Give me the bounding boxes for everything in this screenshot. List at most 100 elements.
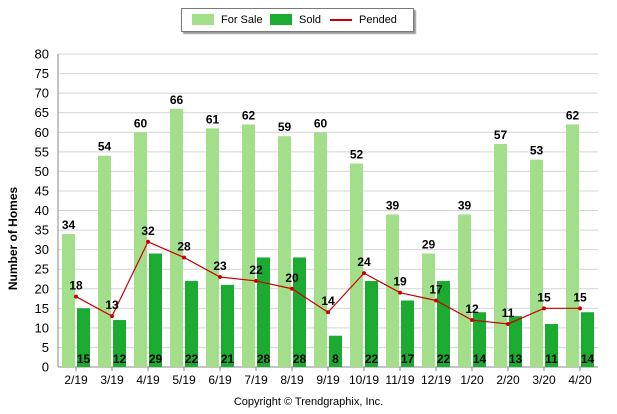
legend: For Sale Sold Pended	[181, 8, 414, 32]
data-label-for-sale: 66	[170, 93, 184, 107]
x-tick-label: 12/19	[421, 373, 451, 387]
data-label-pended: 11	[502, 306, 515, 320]
bar-for-sale	[494, 143, 507, 367]
bar-sold	[329, 335, 342, 367]
bar-for-sale	[458, 214, 471, 367]
legend-swatch-for-sale	[192, 14, 214, 25]
data-label-sold: 8	[332, 352, 339, 366]
data-label-sold: 12	[113, 352, 127, 366]
point-pended	[398, 290, 402, 295]
bar-for-sale	[98, 155, 111, 367]
bar-for-sale	[386, 214, 399, 367]
data-label-pended: 19	[393, 275, 407, 289]
point-pended	[254, 278, 258, 283]
point-pended	[542, 306, 546, 311]
bar-for-sale	[530, 159, 543, 367]
y-tick-label: 0	[42, 360, 49, 375]
data-label-sold: 11	[545, 352, 558, 366]
bar-for-sale	[350, 163, 363, 367]
x-tick-label: 4/19	[136, 373, 160, 387]
data-label-for-sale: 39	[458, 198, 472, 212]
legend-swatch-sold	[270, 14, 292, 25]
x-tick-label: 2/20	[496, 373, 520, 387]
point-pended	[578, 306, 582, 311]
data-label-pended: 12	[465, 302, 479, 316]
data-label-pended: 15	[573, 290, 587, 304]
data-label-for-sale: 62	[242, 108, 256, 122]
y-tick-label: 75	[35, 66, 49, 81]
bar-sold	[293, 257, 306, 367]
point-pended	[182, 255, 186, 260]
bar-sold	[77, 308, 90, 367]
y-tick-label: 15	[35, 301, 49, 316]
point-pended	[218, 275, 222, 280]
data-label-pended: 14	[321, 294, 335, 308]
data-label-sold: 22	[365, 352, 379, 366]
point-pended	[506, 321, 510, 326]
y-tick-label: 20	[35, 281, 49, 296]
data-label-sold: 13	[509, 352, 523, 366]
data-label-sold: 15	[77, 352, 91, 366]
bar-for-sale	[422, 253, 435, 367]
data-label-pended: 20	[285, 271, 299, 285]
data-label-for-sale: 52	[350, 148, 364, 162]
y-tick-label: 30	[35, 242, 49, 257]
bar-sold	[113, 320, 126, 367]
data-label-for-sale: 60	[134, 116, 148, 130]
bar-for-sale	[566, 124, 579, 367]
x-tick-label: 8/19	[280, 373, 304, 387]
data-label-for-sale: 39	[386, 198, 400, 212]
x-tick-label: 4/20	[568, 373, 592, 387]
data-label-for-sale: 29	[422, 238, 436, 252]
y-tick-label: 80	[35, 47, 49, 62]
data-label-sold: 29	[149, 352, 163, 366]
y-tick-label: 70	[35, 86, 49, 101]
data-label-for-sale: 53	[530, 144, 544, 158]
data-label-sold: 14	[473, 352, 487, 366]
data-label-for-sale: 62	[566, 108, 580, 122]
bar-sold	[401, 300, 414, 367]
data-label-pended: 22	[249, 263, 263, 277]
x-tick-label: 9/19	[316, 373, 340, 387]
bar-for-sale	[314, 132, 327, 367]
x-tick-label: 3/19	[100, 373, 124, 387]
bar-sold	[473, 312, 486, 367]
data-label-for-sale: 60	[314, 116, 328, 130]
y-tick-label: 35	[35, 223, 49, 238]
legend-label-sold: Sold	[299, 14, 322, 26]
y-tick-label: 60	[35, 125, 49, 140]
x-tick-label: 5/19	[172, 373, 196, 387]
point-pended	[146, 239, 150, 244]
y-tick-label: 65	[35, 105, 49, 120]
point-pended	[74, 294, 78, 299]
data-label-pended: 32	[141, 224, 155, 238]
point-pended	[110, 314, 114, 319]
x-tick-label: 10/19	[349, 373, 379, 387]
legend-swatch-pended	[330, 19, 352, 21]
legend-label-for-sale: For Sale	[221, 14, 263, 26]
data-label-for-sale: 59	[278, 120, 292, 134]
y-tick-label: 10	[35, 320, 49, 335]
data-label-for-sale: 34	[62, 218, 76, 232]
bar-sold	[581, 312, 594, 367]
data-label-pended: 23	[213, 259, 227, 273]
y-tick-label: 40	[35, 203, 49, 218]
y-tick-label: 45	[35, 183, 49, 198]
data-label-pended: 24	[357, 255, 371, 269]
data-label-pended: 15	[537, 290, 551, 304]
bar-for-sale	[278, 136, 291, 367]
copyright: Copyright © Trendgraphix, Inc.	[233, 396, 384, 408]
point-pended	[326, 310, 330, 315]
data-label-pended: 18	[69, 279, 83, 293]
bar-for-sale	[62, 233, 75, 367]
y-tick-label: 55	[35, 144, 49, 159]
data-label-for-sale: 54	[98, 140, 112, 154]
legend-label-pended: Pended	[359, 14, 397, 26]
bar-for-sale	[206, 128, 219, 367]
point-pended	[470, 318, 474, 323]
data-label-for-sale: 57	[494, 128, 508, 142]
bar-sold	[365, 280, 378, 367]
bar-sold	[185, 280, 198, 367]
data-label-sold: 22	[437, 352, 451, 366]
